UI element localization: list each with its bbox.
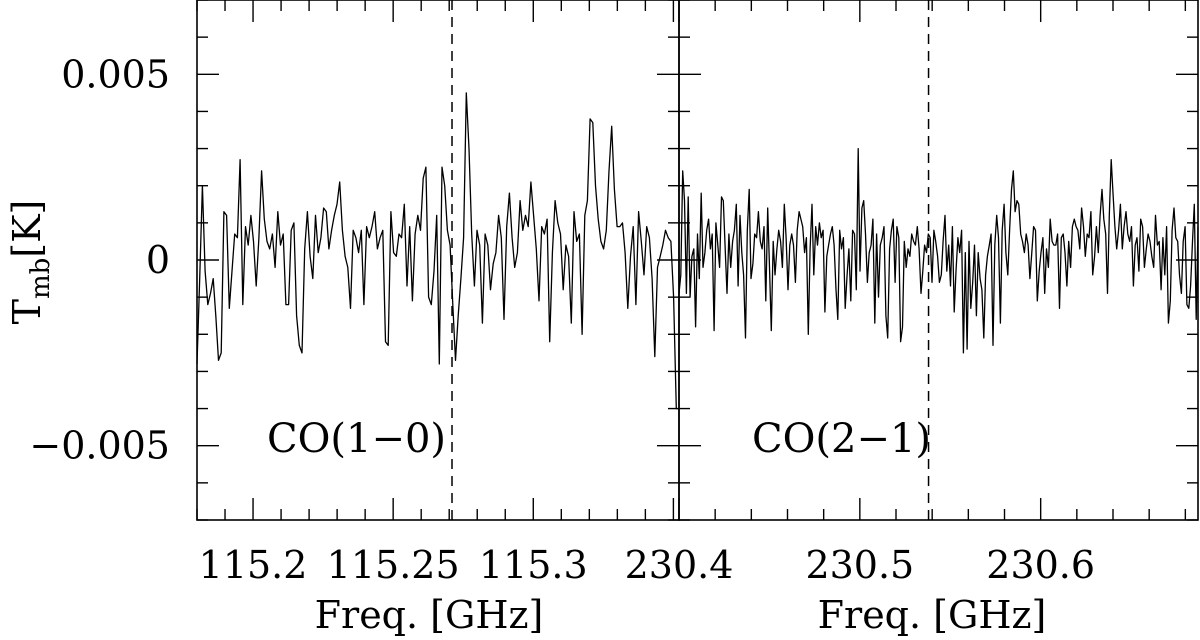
panel-co-1-0: 115.2 115.25 115.3 −0.005 0 0.005 — [29, 0, 680, 587]
spectrum-trace — [678, 147, 1199, 354]
x-tick-label: 115.3 — [479, 543, 588, 587]
annotation-co-1-0: CO(1−0) — [267, 416, 446, 462]
y-axis-label-main: T — [5, 299, 49, 324]
panel-co-2-1: 230.4 230.5 230.6 — [625, 0, 1199, 587]
x-tick-label: 230.5 — [805, 543, 914, 587]
x-tick-label: 230.6 — [986, 543, 1095, 587]
y-axis-label-sub: mb — [26, 258, 56, 299]
svg-text:Tmb[K]: Tmb[K] — [5, 200, 56, 325]
spectrum-trace — [196, 92, 679, 410]
x-tick-label: 230.4 — [625, 543, 734, 587]
annotation-co-2-1: CO(2−1) — [752, 416, 931, 462]
y-axis-label-unit: [K] — [5, 200, 49, 258]
y-axis-label: Tmb[K] — [5, 200, 56, 325]
y-tick-label: −0.005 — [29, 424, 170, 468]
y-tick-label: 0.005 — [61, 52, 170, 96]
x-tick-label: 115.25 — [327, 543, 460, 587]
y-tick-label: 0 — [146, 238, 170, 282]
x-tick-label: 115.2 — [199, 543, 308, 587]
x-axis-label-right: Freq. [GHz] — [818, 593, 1047, 637]
x-axis-label-left: Freq. [GHz] — [315, 593, 544, 637]
